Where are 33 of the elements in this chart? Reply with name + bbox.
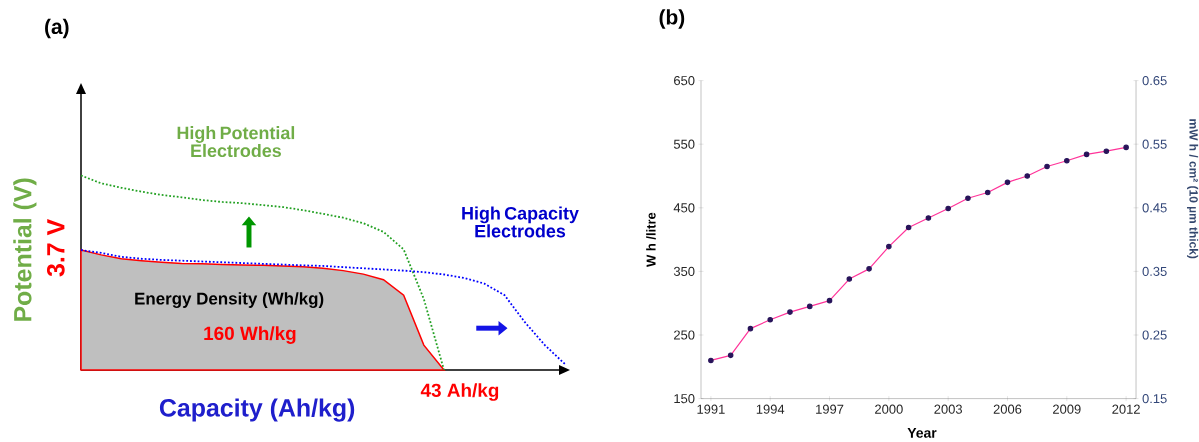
y2-tick-label: 0.25 xyxy=(1142,330,1167,340)
chart-title: (a) xyxy=(45,18,69,39)
x-tick-label: 2006 xyxy=(993,404,1022,414)
x-axis-title: Capacity (Ah/kg) xyxy=(159,398,355,422)
chart-title: (b) xyxy=(659,9,685,29)
x-tick-label: 2000 xyxy=(875,404,903,414)
y2-tick-label: 0.65 xyxy=(1142,76,1167,86)
y-tick-label: 450 xyxy=(673,203,695,213)
x-tick-label: 1997 xyxy=(816,404,844,414)
y-tick-label: 650 xyxy=(674,76,695,86)
y2-tick-label: 0.45 xyxy=(1142,203,1167,213)
y2-tick-label: 0.15 xyxy=(1142,394,1167,404)
text: High Potential Electrodes xyxy=(177,126,295,158)
x-tick-label: 1991 xyxy=(697,404,725,414)
y-axis-title: W h /litre xyxy=(646,212,656,267)
annotation: 160 Wh/kg xyxy=(204,326,296,344)
y-tick-label: 250 xyxy=(674,330,695,340)
y-axis-title: Potential (V) xyxy=(13,178,37,321)
x-axis-title: Year xyxy=(907,428,937,438)
text: 43 Ah/kg xyxy=(420,383,499,401)
y-tick-label: 150 xyxy=(674,394,695,404)
text: 3.7 V xyxy=(47,219,65,277)
y2-tick-label: 0.55 xyxy=(1142,139,1167,149)
x-tick-label: 2012 xyxy=(1112,404,1140,414)
annotation: Energy Density (Wh/kg) xyxy=(135,292,324,308)
y2-axis-title: mW h / cm² (10 µm thick) xyxy=(1187,119,1199,259)
x-tick-label: 2009 xyxy=(1053,404,1081,414)
y-tick-label: 550 xyxy=(673,139,695,149)
y2-tick-label: 0.35 xyxy=(1142,266,1167,276)
x-tick-label: 2003 xyxy=(934,404,963,414)
annotation: High Capacity Electrodes xyxy=(462,206,579,238)
x-tick-label: 1994 xyxy=(756,404,785,414)
y-tick-label: 350 xyxy=(673,266,695,276)
